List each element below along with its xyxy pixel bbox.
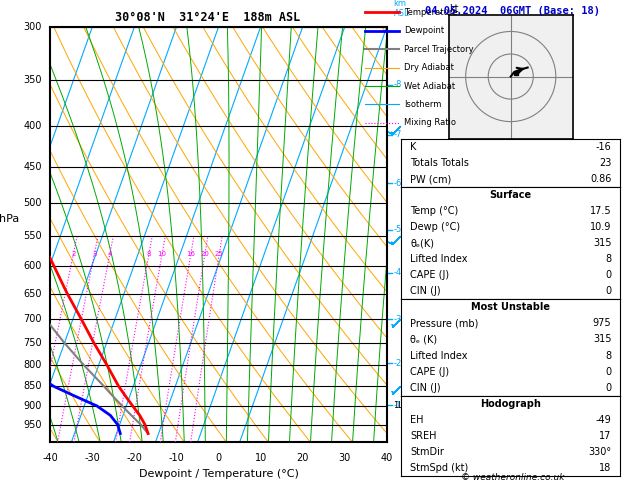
Text: 700: 700	[23, 314, 42, 324]
Text: 0: 0	[605, 382, 611, 393]
Text: 0: 0	[605, 270, 611, 280]
Text: 300: 300	[23, 22, 42, 32]
Text: 25: 25	[215, 251, 224, 257]
Text: θₑ (K): θₑ (K)	[410, 334, 437, 345]
Text: -10: -10	[169, 452, 184, 463]
Text: 400: 400	[23, 121, 42, 131]
Text: Dewpoint / Temperature (°C): Dewpoint / Temperature (°C)	[138, 469, 299, 479]
Text: -6: -6	[394, 179, 402, 188]
Text: 450: 450	[23, 162, 42, 172]
Text: Wet Adiabat: Wet Adiabat	[404, 82, 455, 90]
Text: Isotherm: Isotherm	[404, 100, 442, 109]
Text: Lifted Index: Lifted Index	[410, 350, 467, 361]
Text: 20: 20	[201, 251, 209, 257]
Text: Pressure (mb): Pressure (mb)	[410, 318, 479, 329]
Text: 975: 975	[593, 318, 611, 329]
Text: -49: -49	[596, 415, 611, 425]
Text: Hodograph: Hodograph	[481, 399, 541, 409]
Text: -7: -7	[394, 130, 402, 139]
Text: 30°08'N  31°24'E  188m ASL: 30°08'N 31°24'E 188m ASL	[115, 11, 300, 24]
Text: -30: -30	[84, 452, 100, 463]
Text: 8: 8	[605, 254, 611, 264]
Text: 4: 4	[108, 251, 112, 257]
Text: Temperature: Temperature	[404, 8, 458, 17]
Text: 20: 20	[296, 452, 309, 463]
Text: 16: 16	[186, 251, 196, 257]
Text: 8: 8	[605, 350, 611, 361]
Text: 550: 550	[23, 231, 42, 241]
Text: 17: 17	[599, 431, 611, 441]
Text: hPa: hPa	[0, 214, 19, 224]
Text: -5: -5	[394, 225, 402, 234]
Text: Dewpoint: Dewpoint	[404, 26, 445, 35]
Text: 2: 2	[71, 251, 75, 257]
Text: 850: 850	[23, 381, 42, 391]
Text: 0.86: 0.86	[590, 174, 611, 184]
Text: 350: 350	[23, 75, 42, 85]
Text: 3: 3	[92, 251, 97, 257]
Text: Lifted Index: Lifted Index	[410, 254, 467, 264]
Text: 0: 0	[605, 366, 611, 377]
Text: CIN (J): CIN (J)	[410, 382, 441, 393]
Text: Temp (°C): Temp (°C)	[410, 206, 459, 216]
Text: 04.05.2024  06GMT (Base: 18): 04.05.2024 06GMT (Base: 18)	[425, 6, 600, 16]
Text: 10.9: 10.9	[590, 222, 611, 232]
Text: -2: -2	[394, 359, 402, 367]
Text: 500: 500	[23, 198, 42, 208]
Text: K: K	[410, 142, 416, 152]
Text: 600: 600	[23, 261, 42, 271]
Text: © weatheronline.co.uk: © weatheronline.co.uk	[461, 473, 564, 482]
Text: Mixing Ratio: Mixing Ratio	[404, 119, 457, 127]
Text: 30: 30	[338, 452, 351, 463]
Text: 800: 800	[23, 360, 42, 370]
Text: -3: -3	[394, 314, 402, 324]
Text: StmSpd (kt): StmSpd (kt)	[410, 463, 469, 473]
Text: 0: 0	[216, 452, 221, 463]
Text: 315: 315	[593, 238, 611, 248]
Text: 330°: 330°	[588, 447, 611, 457]
Text: Totals Totals: Totals Totals	[410, 158, 469, 168]
Text: -16: -16	[596, 142, 611, 152]
Text: -4: -4	[394, 268, 402, 278]
Text: 10: 10	[158, 251, 167, 257]
Text: CAPE (J): CAPE (J)	[410, 270, 449, 280]
Text: Dry Adiabat: Dry Adiabat	[404, 63, 454, 72]
Text: 23: 23	[599, 158, 611, 168]
Text: -8: -8	[394, 80, 402, 89]
Text: -40: -40	[42, 452, 58, 463]
Text: 650: 650	[23, 289, 42, 298]
Text: 1LCL: 1LCL	[394, 401, 414, 410]
Text: EH: EH	[410, 415, 423, 425]
Text: Dewp (°C): Dewp (°C)	[410, 222, 460, 232]
Text: Parcel Trajectory: Parcel Trajectory	[404, 45, 474, 53]
Text: Surface: Surface	[490, 190, 532, 200]
Text: Mixing Ratio (g/kg): Mixing Ratio (g/kg)	[413, 195, 421, 274]
Text: SREH: SREH	[410, 431, 437, 441]
Text: 900: 900	[23, 401, 42, 411]
Text: 18: 18	[599, 463, 611, 473]
Text: 40: 40	[381, 452, 393, 463]
Text: 950: 950	[23, 419, 42, 430]
Text: PW (cm): PW (cm)	[410, 174, 452, 184]
Text: 17.5: 17.5	[590, 206, 611, 216]
Text: Most Unstable: Most Unstable	[471, 302, 550, 312]
Text: 10: 10	[255, 452, 267, 463]
Text: CIN (J): CIN (J)	[410, 286, 441, 296]
Text: CAPE (J): CAPE (J)	[410, 366, 449, 377]
Text: -20: -20	[126, 452, 142, 463]
Text: 750: 750	[23, 338, 42, 348]
Text: 8: 8	[147, 251, 151, 257]
Text: km
ASL: km ASL	[394, 0, 409, 18]
Text: θₑ(K): θₑ(K)	[410, 238, 434, 248]
Text: 0: 0	[605, 286, 611, 296]
Text: kt: kt	[448, 4, 459, 14]
Text: -1: -1	[394, 400, 402, 410]
Text: 315: 315	[593, 334, 611, 345]
Text: StmDir: StmDir	[410, 447, 444, 457]
